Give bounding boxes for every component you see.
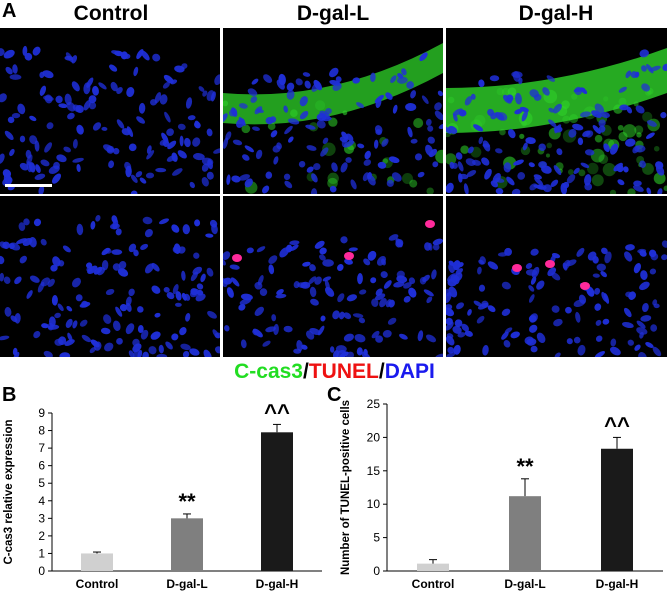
stain-legend: C-cas3/TUNEL/DAPI xyxy=(0,360,669,384)
micrograph-dgal-h-ccas3 xyxy=(446,28,667,194)
chart-b-y-tick-label: 2 xyxy=(38,529,45,543)
chart-c-y-axis-label: Number of TUNEL-positive cells xyxy=(340,400,352,575)
chart-c-category-label: D-gal-L xyxy=(504,577,545,591)
stain-legend-slash-2: / xyxy=(378,360,385,383)
chart-b-bar xyxy=(261,432,293,571)
chart-b-bar xyxy=(81,553,113,571)
ccas3-signal-band xyxy=(223,43,443,125)
scale-bar xyxy=(5,184,52,187)
chart-b-y-axis-label: C-cas3 relative expression xyxy=(3,419,15,564)
chart-c-y-tick-label: 15 xyxy=(367,464,381,478)
chart-b-y-tick-label: 3 xyxy=(38,511,45,525)
chart-b-y-tick-label: 9 xyxy=(38,406,45,420)
chart-b-y-tick-label: 8 xyxy=(38,424,45,438)
chart-b-significance-label: ^^ xyxy=(264,399,290,424)
chart-c-y-tick-label: 20 xyxy=(367,430,381,444)
panel-label-a: A xyxy=(2,0,17,22)
chart-c-tunel-positive-cells: 0 5 10 15 20 25 Number of TUNEL-positive cells… xyxy=(340,397,663,591)
chart-b-category-label: D-gal-L xyxy=(166,577,207,591)
micrograph-dgal-h-tunel xyxy=(446,196,667,357)
chart-c-category-label: Control xyxy=(412,577,455,591)
micrograph-control-ccas3 xyxy=(0,28,220,194)
panel-label-b: B xyxy=(2,384,17,406)
panel-label-c: C xyxy=(327,384,342,406)
chart-c-y-tick-label: 5 xyxy=(373,531,380,545)
chart-c-y-tick-label: 10 xyxy=(367,497,381,511)
chart-b-bar xyxy=(171,518,203,571)
stain-legend-slash-1: / xyxy=(303,360,309,383)
chart-b-y-tick-label: 1 xyxy=(38,546,45,560)
stain-legend-tunel: TUNEL xyxy=(308,360,379,383)
chart-b-category-label: Control xyxy=(76,577,119,591)
chart-c-y-tick-label: 0 xyxy=(373,564,380,578)
micrograph-dgal-l-ccas3 xyxy=(223,28,443,194)
column-title-dgal-h: D-gal-H xyxy=(518,2,594,25)
chart-b-ccas3-expression: 0 1 2 3 4 5 6 7 8 9 C-cas3 relative expression Cont… xyxy=(3,399,322,591)
chart-b-y-tick-label: 0 xyxy=(38,564,45,578)
chart-b-y-tick-label: 6 xyxy=(38,459,45,473)
chart-b-y-tick-label: 4 xyxy=(38,494,45,508)
column-title-dgal-l: D-gal-L xyxy=(296,2,370,25)
column-title-control: Control xyxy=(73,2,149,25)
chart-b-y-tick-label: 7 xyxy=(38,441,45,455)
chart-c-bar xyxy=(509,496,541,571)
micrograph-control-tunel xyxy=(0,196,220,357)
stain-legend-dapi: DAPI xyxy=(384,360,435,383)
chart-c-bar xyxy=(417,563,449,571)
stain-legend-ccas3: C-cas3 xyxy=(234,360,303,383)
micrograph-dgal-l-tunel xyxy=(223,196,443,357)
chart-b-significance-label: ** xyxy=(178,489,196,514)
chart-b-category-label: D-gal-H xyxy=(256,577,299,591)
chart-c-category-label: D-gal-H xyxy=(596,577,639,591)
chart-c-significance-label: ^^ xyxy=(604,412,630,437)
chart-c-significance-label: ** xyxy=(516,454,534,479)
chart-c-bar xyxy=(601,448,633,571)
ccas3-signal-band xyxy=(446,48,667,133)
chart-c-y-tick-label: 25 xyxy=(367,397,381,411)
chart-b-y-tick-label: 5 xyxy=(38,476,45,490)
